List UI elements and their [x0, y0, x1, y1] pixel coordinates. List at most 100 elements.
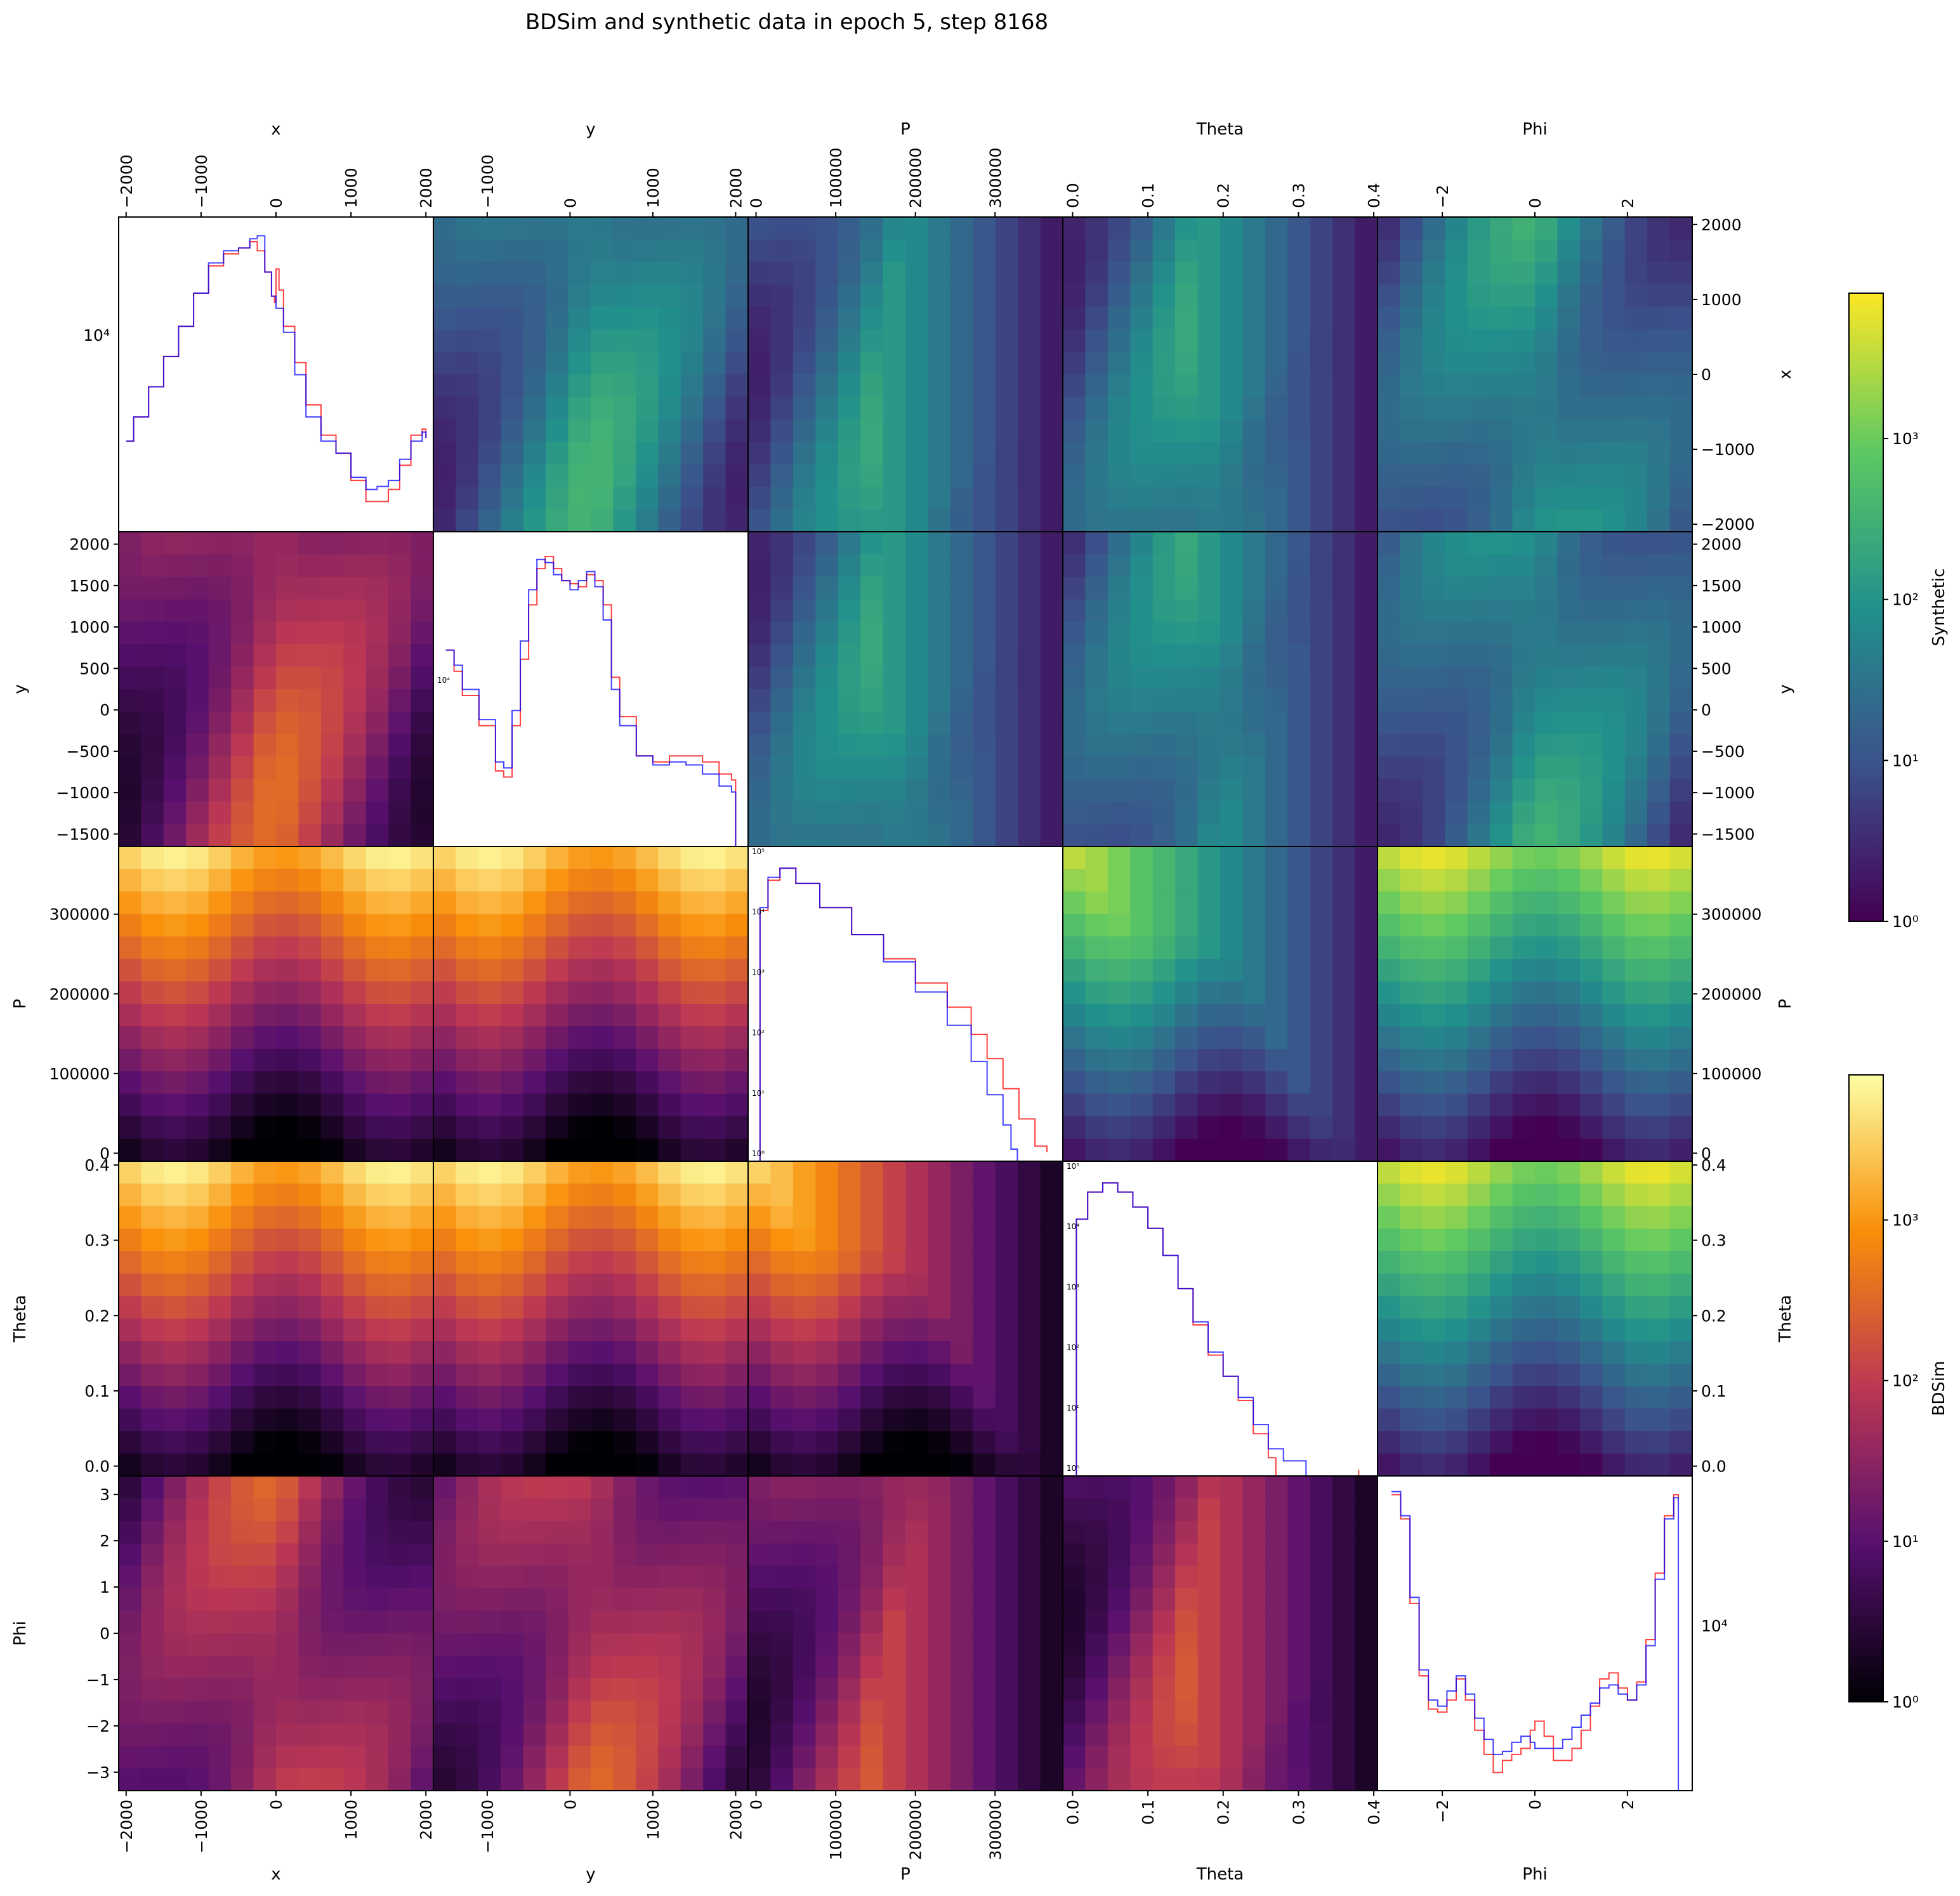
density-cell — [950, 734, 973, 757]
density-cell — [950, 1565, 973, 1589]
density-cell — [905, 554, 929, 577]
density-cell — [501, 869, 524, 892]
density-cell — [1332, 1678, 1356, 1701]
density-cell — [680, 1633, 704, 1657]
density-cell — [748, 576, 772, 600]
density-cell — [1400, 329, 1423, 353]
density-cell — [1040, 1656, 1063, 1679]
density-cell — [613, 1701, 636, 1724]
density-cell — [1332, 869, 1356, 892]
density-cell — [1624, 1004, 1648, 1027]
density-cell — [1355, 306, 1378, 330]
density-cell — [1018, 1363, 1041, 1386]
density-cell — [523, 1588, 546, 1612]
density-cell — [1400, 1453, 1423, 1477]
density-cell — [1467, 261, 1490, 285]
density-cell — [388, 1701, 412, 1724]
density-cell — [1175, 891, 1199, 914]
density-cell — [1197, 487, 1221, 510]
density-cell — [478, 1386, 501, 1409]
density-cell — [568, 891, 591, 914]
density-cell — [703, 284, 727, 308]
top-tick-label: 2000 — [417, 168, 435, 208]
density-cell — [770, 1183, 794, 1207]
density-cell — [1535, 1048, 1558, 1072]
density-cell — [1018, 329, 1041, 353]
density-cell — [1669, 801, 1693, 825]
density-cell — [478, 1498, 501, 1522]
density-cell — [568, 239, 591, 263]
density-cell — [1355, 644, 1378, 668]
density-cell — [546, 1228, 569, 1252]
density-cell — [1197, 914, 1221, 937]
density-cell — [1512, 1161, 1536, 1185]
density-cell — [231, 1319, 254, 1342]
density-cell — [119, 1004, 142, 1027]
density-cell — [793, 1251, 816, 1274]
bottom-tick-label: 0.4 — [1365, 1800, 1383, 1825]
density-cell — [860, 1363, 884, 1386]
density-cell — [365, 779, 389, 802]
density-cell — [613, 1476, 636, 1499]
density-cell — [680, 959, 704, 982]
density-cell — [860, 1161, 884, 1185]
density-cell — [163, 554, 187, 577]
density-cell — [411, 1431, 434, 1454]
density-cell — [1085, 1116, 1108, 1140]
density-cell — [119, 1453, 142, 1477]
histogram-x-bdsim — [126, 241, 427, 503]
density-cell — [1624, 1093, 1648, 1117]
density-cell — [1107, 734, 1131, 757]
density-cell — [186, 891, 209, 914]
density-cell — [1085, 936, 1108, 959]
density-cell — [591, 509, 614, 532]
density-cell — [1602, 217, 1626, 240]
density-cell — [680, 1565, 704, 1589]
density-cell — [1512, 711, 1536, 735]
density-cell — [815, 1656, 839, 1679]
density-cell — [1624, 284, 1648, 308]
density-cell — [1310, 239, 1333, 263]
density-cell — [1535, 756, 1558, 780]
density-cell — [1355, 756, 1378, 780]
density-cell — [905, 801, 929, 825]
density-cell — [1310, 959, 1333, 982]
density-cell — [973, 1656, 996, 1679]
density-cell — [1063, 1701, 1086, 1724]
density-cell — [1535, 981, 1558, 1004]
density-cell — [1557, 1228, 1581, 1252]
density-cell — [658, 1296, 681, 1319]
density-cell — [253, 824, 277, 847]
density-cell — [995, 1498, 1018, 1522]
density-cell — [928, 1543, 951, 1567]
density-cell — [1018, 1723, 1041, 1746]
density-cell — [635, 1093, 659, 1117]
density-cell — [343, 1296, 367, 1319]
density-cell — [1107, 1656, 1131, 1679]
density-cell — [456, 891, 479, 914]
density-cell — [1242, 1565, 1266, 1589]
density-cell — [478, 1520, 501, 1544]
density-cell — [298, 1723, 322, 1746]
density-cell — [658, 1453, 681, 1477]
density-cell — [1018, 801, 1041, 825]
density-cell — [501, 1341, 524, 1364]
density-cell — [1467, 936, 1490, 959]
density-cell — [456, 1004, 479, 1027]
density-cell — [1467, 779, 1490, 802]
density-cell — [456, 1498, 479, 1522]
density-cell — [501, 1588, 524, 1612]
density-cell — [635, 1453, 659, 1477]
density-cell — [478, 374, 501, 398]
left-tick-label: 300000 — [49, 905, 110, 924]
density-cell — [1063, 1498, 1086, 1522]
density-cell — [298, 779, 322, 802]
density-cell — [1085, 1026, 1108, 1050]
density-cell — [1018, 1588, 1041, 1612]
density-cell — [1175, 1588, 1199, 1612]
density-cell — [1063, 1004, 1086, 1027]
density-cell — [658, 464, 681, 487]
density-cell — [703, 1251, 727, 1274]
density-cell — [119, 824, 142, 847]
